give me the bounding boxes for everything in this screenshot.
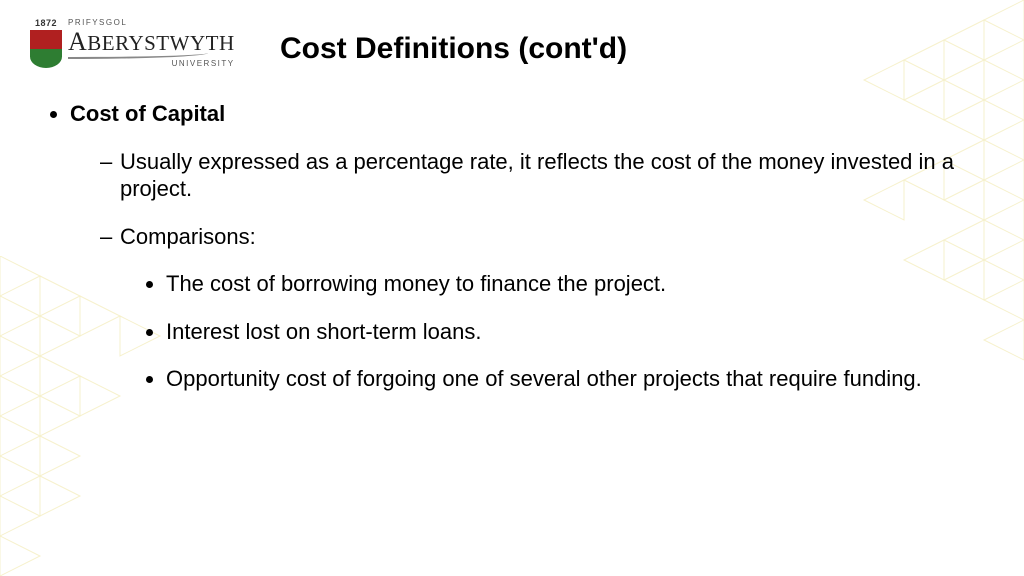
bullet-l1-label: Cost of Capital: [70, 101, 225, 126]
bullet-level3: Interest lost on short-term loans.: [166, 318, 974, 346]
logo-welsh-label: PRIFYSGOL: [68, 19, 235, 27]
logo-university-name: ABERYSTWYTH: [68, 29, 235, 55]
university-logo: 1872 PRIFYSGOL ABERYSTWYTH UNIVERSITY: [30, 18, 235, 68]
bullet-l2b-label: Comparisons:: [120, 224, 256, 249]
bullet-level3: Opportunity cost of forgoing one of seve…: [166, 365, 974, 393]
bullet-level2: Comparisons: The cost of borrowing money…: [100, 223, 974, 393]
bullet-level3: The cost of borrowing money to finance t…: [166, 270, 974, 298]
logo-year: 1872: [35, 18, 57, 28]
bullet-level2: Usually expressed as a percentage rate, …: [100, 148, 974, 203]
bullet-level1: Cost of Capital Usually expressed as a p…: [70, 100, 974, 393]
slide-body: Cost of Capital Usually expressed as a p…: [50, 100, 974, 413]
logo-english-label: UNIVERSITY: [68, 60, 235, 68]
logo-crest-icon: [30, 30, 62, 68]
slide-title: Cost Definitions (cont'd): [280, 32, 627, 66]
